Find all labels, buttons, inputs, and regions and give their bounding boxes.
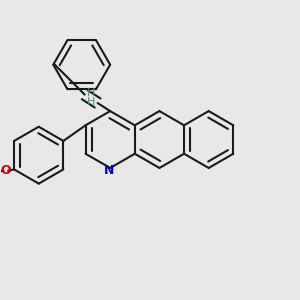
Text: H: H [87,97,95,106]
Text: N: N [103,164,114,177]
Text: H: H [87,88,95,98]
Text: O: O [0,164,11,177]
